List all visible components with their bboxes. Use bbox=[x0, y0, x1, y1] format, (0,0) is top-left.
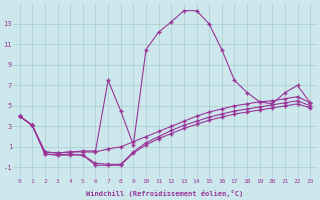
X-axis label: Windchill (Refroidissement éolien,°C): Windchill (Refroidissement éolien,°C) bbox=[86, 190, 244, 197]
